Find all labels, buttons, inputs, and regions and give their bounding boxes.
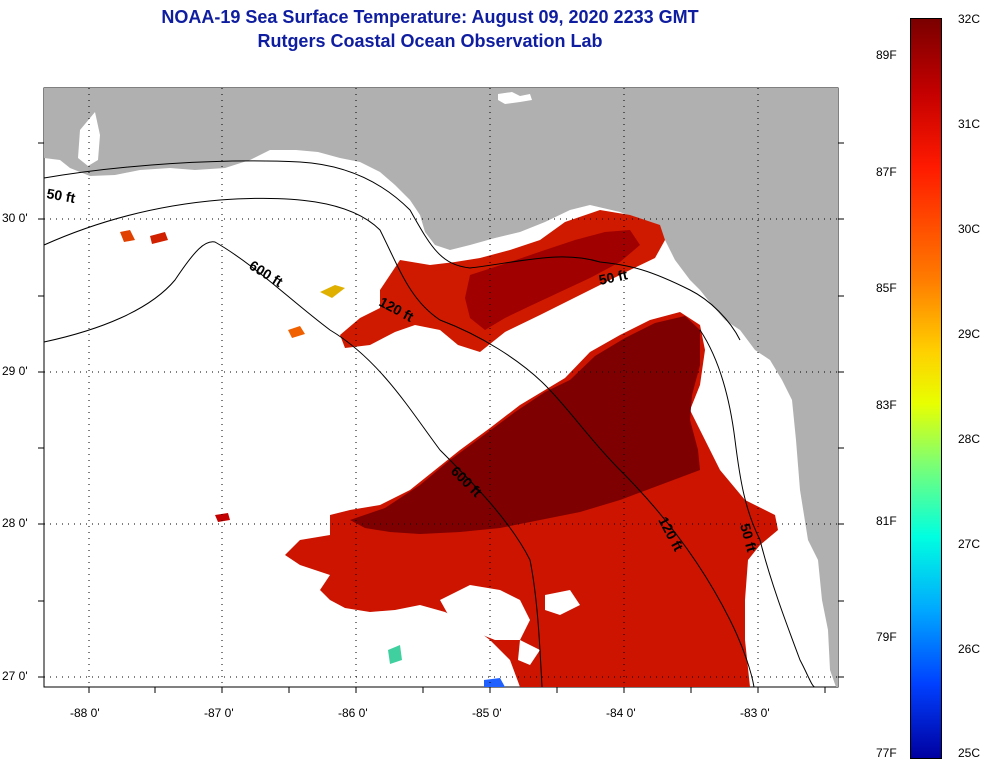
sst-patch-blue [484,678,505,687]
cbar-c-31: 31C [958,117,981,131]
cbar-f-87: 87F [876,165,897,179]
lon-label-86: -86 0' [338,706,368,720]
bay-mobile [78,112,100,166]
cbar-f-85: 85F [876,281,897,295]
contour-50ft-north [43,160,741,341]
cbar-c-25: 25C [958,746,981,760]
cbar-c-29: 29C [958,327,981,341]
lon-label-84: -84 0' [606,706,636,720]
cbar-c-27: 27C [958,537,981,551]
ticks [38,142,844,693]
contour-label-50ft-nw: 50 ft [45,185,76,206]
contour-label-50ft-e: 50 ft [737,522,760,554]
graticule [44,88,838,687]
lon-label-83: -83 0' [740,706,770,720]
title-line-1: NOAA-19 Sea Surface Temperature: August … [161,7,699,27]
cbar-c-28: 28C [958,432,981,446]
sst-patch-nw2 [150,232,168,244]
contour-600ft [43,241,543,688]
colorbar [910,18,942,759]
lon-label-85: -85 0' [472,706,502,720]
title-line-2: Rutgers Coastal Ocean Observation Lab [257,31,603,51]
sst-patch-w [215,513,230,522]
sst-patch-green [388,645,402,664]
cloud-gap-1 [440,585,530,640]
lat-label-27: 27 0' [2,669,28,683]
lat-label-29: 29 0' [2,364,28,378]
lat-label-28: 28 0' [2,516,28,530]
cbar-c-26: 26C [958,642,981,656]
lon-label-87: -87 0' [204,706,234,720]
cloud-gap-2 [545,590,580,615]
lat-label-30: 30 0' [2,211,28,225]
sst-main-hot [350,316,700,534]
cbar-c-32: 32C [958,12,981,26]
cloud-gap-3 [518,640,540,665]
land-north [44,88,838,687]
cbar-f-79: 79F [876,630,897,644]
contour-label-50ft-n: 50 ft [597,266,629,288]
cbar-c-30: 30C [958,222,981,236]
cbar-f-77: 77F [876,746,897,760]
cbar-f-89: 89F [876,48,897,62]
sst-patch-nw [120,230,135,242]
cloud-patch [498,92,532,104]
sst-patch-orange [288,326,305,338]
cbar-f-83: 83F [876,398,897,412]
lon-label-88: -88 0' [70,706,100,720]
sst-patch-yellow [320,285,345,298]
sst-north-hot [465,230,640,330]
cbar-f-81: 81F [876,514,897,528]
contour-50ft-east [699,329,816,688]
contour-120ft [43,197,755,688]
